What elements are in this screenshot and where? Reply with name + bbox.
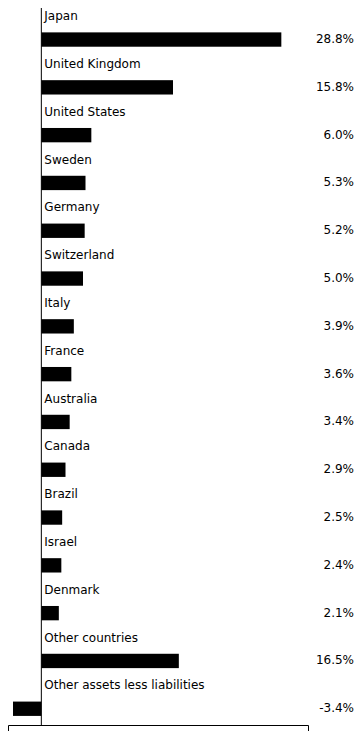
zero-line [41, 8, 42, 725]
bar [41, 606, 59, 620]
category-label: Japan [43, 9, 77, 23]
category-label: Brazil [44, 487, 77, 501]
category-label: Denmark [44, 583, 99, 597]
value-label: 2.4% [324, 558, 355, 572]
value-label: 3.6% [324, 367, 355, 381]
value-label: 6.0% [324, 128, 355, 142]
value-label: 3.9% [324, 319, 355, 333]
bar [41, 128, 91, 142]
bar [41, 32, 281, 46]
category-label: Australia [44, 392, 97, 406]
bar [41, 654, 179, 668]
bar [41, 415, 69, 429]
value-label: 2.5% [324, 510, 355, 524]
value-label: 16.5% [316, 653, 354, 667]
category-label: Israel [44, 535, 77, 549]
chart: Japan United Kingdom United States Sweden Ge… [0, 0, 360, 747]
category-label: United Kingdom [44, 57, 140, 71]
bar [13, 702, 41, 716]
category-label: France [44, 344, 84, 358]
bar [41, 271, 83, 285]
x-axis-line [9, 726, 309, 732]
category-label: Canada [44, 439, 90, 453]
bar [41, 176, 85, 190]
category-label: Italy [44, 296, 70, 310]
bars [13, 32, 281, 716]
value-label: 5.3% [324, 175, 355, 189]
category-labels: Japan United Kingdom United States Sweden Ge… [43, 9, 204, 692]
plot: Japan United Kingdom United States Sweden Ge… [9, 8, 355, 731]
value-labels: 28.8% 15.8% 6.0% 5.3% 5.2% 5.0% 3.9% 3.6% 3.4% 2.… [316, 32, 354, 715]
bar [41, 367, 71, 381]
bar [41, 80, 173, 94]
value-label: 3.4% [324, 414, 355, 428]
value-label: 5.0% [324, 271, 355, 285]
bar [41, 319, 73, 333]
value-label: 5.2% [324, 223, 355, 237]
value-label: -3.4% [319, 701, 354, 715]
category-label: Sweden [44, 153, 91, 167]
category-label: United States [44, 105, 125, 119]
category-label: Germany [44, 200, 99, 214]
bar [41, 463, 65, 477]
value-label: 15.8% [316, 80, 354, 94]
category-label: Other countries [44, 631, 138, 645]
x-axis [9, 726, 309, 732]
category-label: Switzerland [44, 248, 114, 262]
category-label: Other assets less liabilities [44, 678, 204, 692]
bar [41, 224, 84, 238]
bar [41, 558, 61, 572]
bar [41, 510, 62, 524]
value-label: 2.1% [324, 606, 355, 620]
value-label: 2.9% [324, 462, 355, 476]
value-label: 28.8% [316, 32, 354, 46]
